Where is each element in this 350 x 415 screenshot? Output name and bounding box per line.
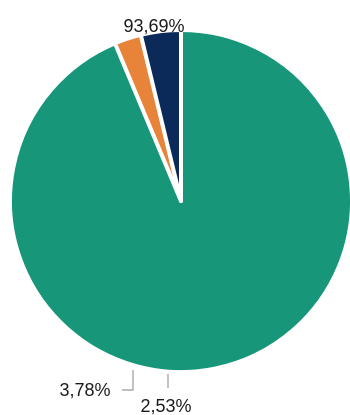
slice-label-2-53: 2,53% — [140, 396, 191, 415]
slice-label-93-69: 93,69% — [123, 16, 184, 36]
pie-slice-3-78 — [138, 28, 183, 203]
pie-slices — [8, 28, 350, 374]
leader-line-3-78 — [122, 370, 134, 391]
slice-label-3-78: 3,78% — [59, 380, 110, 400]
